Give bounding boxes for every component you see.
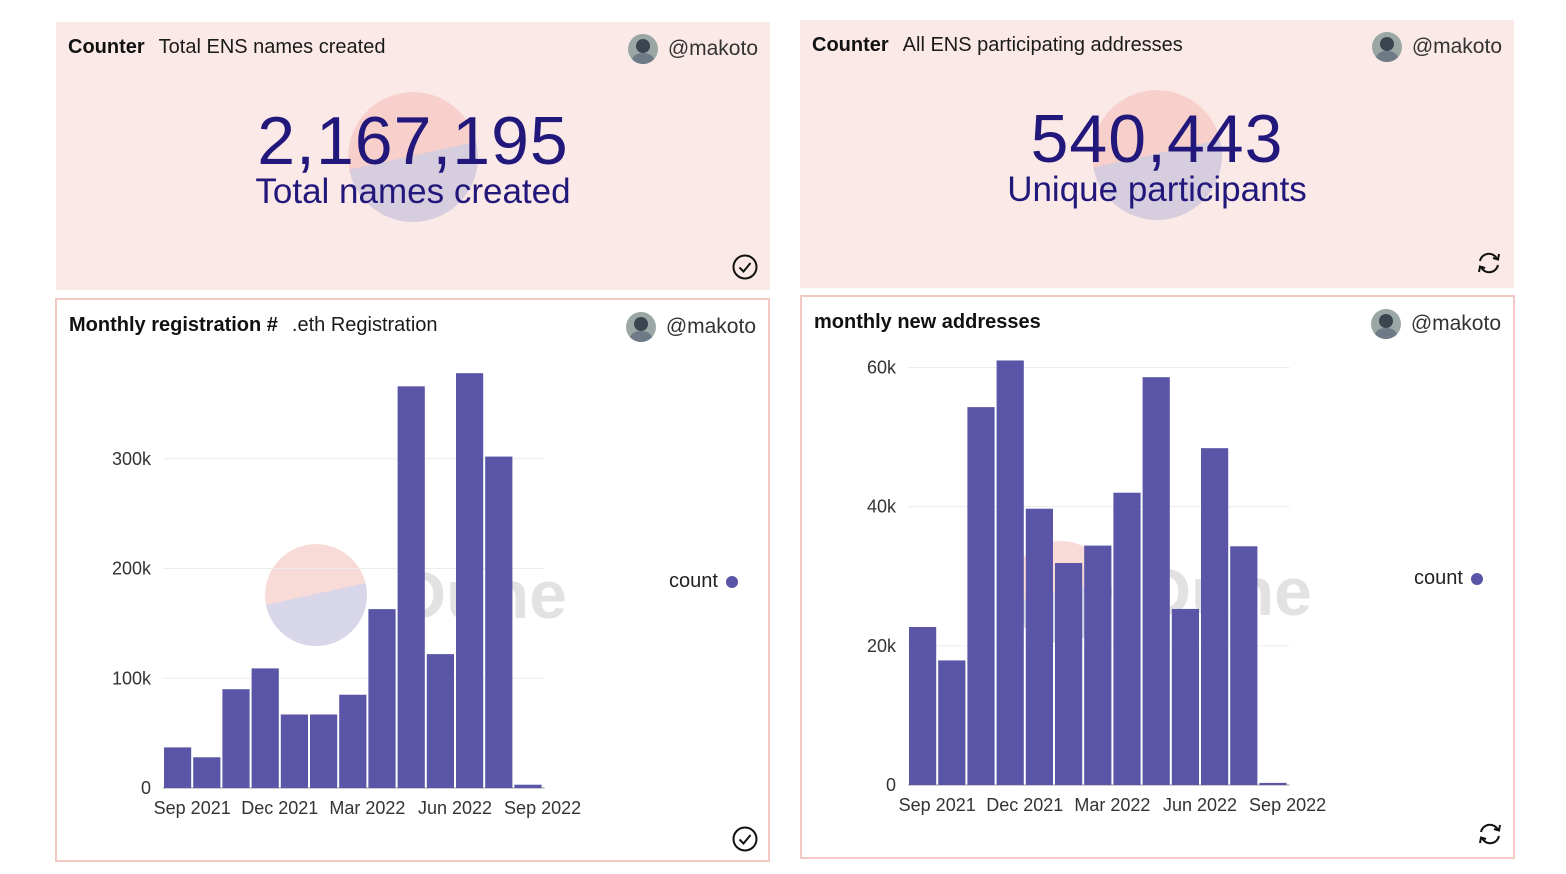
chart-panel-monthly-registration: Monthly registration # .eth Registration …: [55, 298, 770, 862]
bar: [1142, 377, 1170, 785]
check-circle-icon[interactable]: [732, 826, 758, 852]
chart-panel-monthly-new-addresses: monthly new addresses @makoto Dune 020k4…: [800, 295, 1515, 859]
x-tick-label: Sep 2022: [504, 798, 581, 818]
author-name: @makoto: [667, 37, 758, 60]
refresh-icon[interactable]: [1476, 250, 1502, 276]
y-tick-label: 0: [141, 778, 151, 798]
author-name: @makoto: [1410, 312, 1501, 335]
bar: [222, 689, 250, 788]
chart-legend[interactable]: count: [669, 570, 738, 593]
bar: [1230, 546, 1258, 785]
y-tick-label: 100k: [112, 668, 152, 688]
bar: [909, 627, 937, 785]
bar: [1055, 562, 1083, 785]
avatar: [625, 312, 656, 342]
x-tick-label: Dec 2021: [241, 798, 318, 818]
bar: [193, 757, 221, 788]
legend-dot: [1470, 572, 1483, 585]
dune-logo-icon: [265, 544, 367, 646]
y-tick-label: 20k: [867, 636, 897, 656]
x-tick-label: Mar 2022: [1074, 795, 1150, 815]
check-circle-icon[interactable]: [732, 254, 758, 280]
bar: [1084, 545, 1112, 785]
y-tick-label: 300k: [112, 449, 152, 469]
panel-title[interactable]: All ENS participating addresses: [902, 34, 1183, 56]
bar: [485, 456, 513, 788]
legend-dot: [725, 575, 738, 588]
chart-legend[interactable]: count: [1414, 567, 1483, 590]
bar: [397, 386, 425, 788]
bar: [1025, 508, 1053, 785]
counter-value: 2,167,195: [257, 103, 569, 179]
bar: [938, 660, 966, 785]
bar: [339, 694, 367, 788]
x-tick-label: Sep 2021: [899, 795, 976, 815]
x-tick-label: Sep 2022: [1249, 795, 1326, 815]
x-tick-label: Jun 2022: [1163, 795, 1237, 815]
panel-header: Monthly registration # .eth Registration: [69, 314, 438, 337]
counter-panel-unique-participants: Counter All ENS participating addresses @…: [800, 20, 1514, 288]
bar: [1171, 608, 1199, 785]
legend-label: count: [1414, 567, 1463, 589]
bar: [310, 714, 338, 788]
y-tick-label: 40k: [867, 497, 897, 517]
refresh-icon[interactable]: [1477, 821, 1503, 847]
author-name: @makoto: [1411, 35, 1502, 58]
bar-chart: 0 20k 40k 60k Sep 2021 Dec 2021 Mar 2022 Jun 20…: [867, 357, 1326, 815]
panel-title[interactable]: Total ENS names created: [158, 36, 386, 58]
panel-title[interactable]: .eth Registration: [291, 314, 438, 336]
panel-type: Counter: [812, 34, 889, 56]
panel-type: Monthly registration #: [69, 314, 278, 336]
panel-header: Counter All ENS participating addresses: [812, 34, 1183, 57]
avatar: [1370, 309, 1401, 339]
x-tick-label: Mar 2022: [329, 798, 405, 818]
y-tick-label: 60k: [867, 357, 897, 377]
bar: [1113, 492, 1141, 785]
bar: [996, 360, 1024, 785]
y-tick-label: 0: [886, 775, 896, 795]
x-tick-label: Jun 2022: [418, 798, 492, 818]
bar: [456, 373, 484, 788]
x-tick-label: Dec 2021: [986, 795, 1063, 815]
bar: [967, 407, 995, 785]
bar: [426, 654, 454, 788]
bar: [368, 609, 396, 788]
bar-chart: 0 100k 200k 300k Sep 2021 Dec 2021 Mar 2022 Jun…: [112, 373, 581, 818]
author-link[interactable]: @makoto: [1370, 309, 1501, 339]
counter-label: Total names created: [255, 172, 571, 211]
bar: [251, 668, 279, 788]
panel-header: Counter Total ENS names created: [68, 36, 385, 59]
bar: [164, 747, 192, 788]
counter-panel-total-names: Counter Total ENS names created @makoto 2…: [56, 22, 770, 290]
panel-type: monthly new addresses: [814, 311, 1041, 333]
bar: [1259, 782, 1287, 785]
bar: [1201, 448, 1229, 785]
bar: [514, 784, 542, 788]
panel-type: Counter: [68, 36, 145, 58]
author-link[interactable]: @makoto: [625, 312, 756, 342]
dune-logo-icon: [348, 92, 478, 222]
x-tick-label: Sep 2021: [154, 798, 231, 818]
counter-label: Unique participants: [1007, 170, 1307, 209]
author-name: @makoto: [665, 315, 756, 338]
panel-header: monthly new addresses: [814, 311, 1055, 334]
author-link[interactable]: @makoto: [627, 34, 758, 64]
legend-label: count: [669, 570, 718, 592]
bar: [280, 714, 308, 788]
avatar: [627, 34, 658, 64]
dune-logo-icon: [1092, 90, 1222, 220]
counter-value: 540,443: [1030, 101, 1284, 177]
avatar: [1371, 32, 1402, 62]
y-tick-label: 200k: [112, 559, 152, 579]
author-link[interactable]: @makoto: [1371, 32, 1502, 62]
